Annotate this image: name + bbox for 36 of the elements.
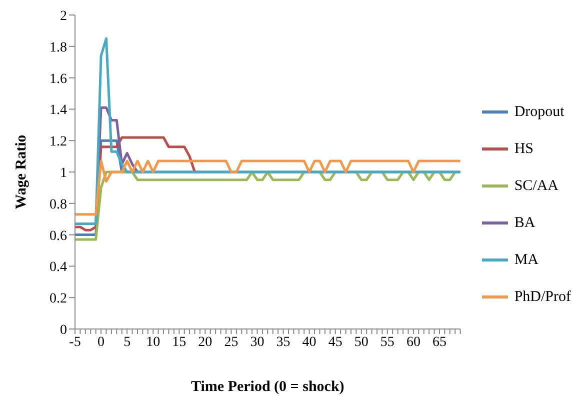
x-tick-label: 25 [224,334,238,350]
legend-label: Dropout [514,103,564,122]
x-tick-label: 30 [250,334,264,350]
x-tick-label: 50 [354,334,368,350]
y-tick-label: 0.2 [50,292,67,307]
x-tick-label: 5 [124,334,131,350]
legend-label: HS [514,140,534,159]
legend-label: PhD/Prof [514,288,571,307]
x-tick-label: 10 [146,334,160,350]
x-tick-label: 35 [276,334,290,350]
y-tick-label: 0.4 [50,260,67,276]
y-tick-label: 1.4 [50,103,67,118]
y-tick-label: 0.6 [50,228,67,244]
legend-label: MA [514,251,538,270]
line-series [74,37,462,226]
x-axis-title: Time Period (0 = shock) [191,379,344,395]
y-axis-title: Wage Ratio [13,134,30,210]
x-tick-label: 55 [380,334,394,350]
line-series [74,160,462,216]
x-tick-label: 60 [406,334,420,350]
legend-label: BA [514,214,536,233]
y-tick-label: 0 [60,322,67,338]
x-tick-label: -5 [69,334,81,350]
x-tick-label: 15 [172,334,186,350]
x-tick-label: 0 [98,334,105,350]
x-tick-label: 40 [302,334,316,350]
legend-label: SC/AA [514,177,558,196]
x-tick-label: 65 [432,334,446,350]
y-tick-label: 1 [60,166,67,181]
y-tick-label: 1.2 [50,134,67,150]
y-tick-label: 1.6 [50,72,67,87]
y-tick-label: 1.8 [50,40,67,56]
y-tick-label: 2 [60,8,67,24]
x-tick-label: 45 [328,334,342,350]
x-tick-label: 20 [198,334,212,350]
y-tick-label: 0.8 [50,197,67,212]
